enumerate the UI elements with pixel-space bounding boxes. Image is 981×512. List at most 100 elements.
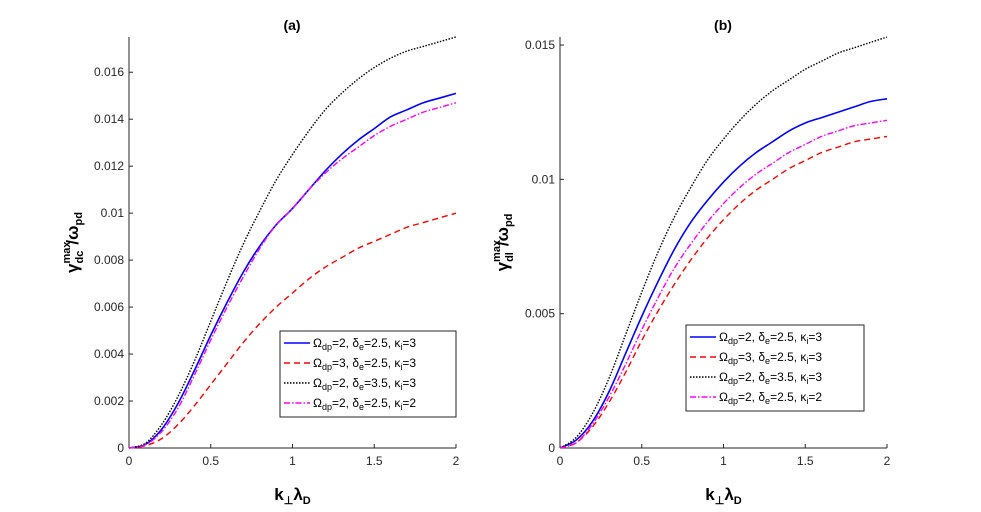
legend-value: =3 (402, 336, 416, 350)
legend-value: =3.5, (364, 376, 394, 390)
x-axis-label: k⊥λD (274, 485, 311, 507)
legend-subscript: i (806, 336, 808, 346)
series-line-1 (559, 97, 888, 449)
legend-value: =2, (738, 370, 758, 384)
y-tick-label: 0.002 (94, 394, 124, 408)
y-axis-label-sub2: pd (73, 212, 85, 225)
legend-subscript: dp (728, 396, 738, 406)
y-axis-label-rest: /ω (63, 226, 82, 245)
legend-subscript: i (400, 382, 402, 392)
chart-title: (a) (283, 17, 300, 33)
legend-symbol: Ω (719, 370, 728, 384)
legend-subscript: i (400, 402, 402, 412)
y-tick-label: 0.006 (94, 300, 124, 314)
x-tick-label: 1 (720, 454, 727, 468)
legend-subscript: e (765, 376, 770, 386)
legend-value: =2, (332, 376, 352, 390)
legend-value: =3, (332, 356, 352, 370)
x-tick-label: 0 (126, 454, 133, 468)
legend-entry: Ωdp=3, δe=2.5, κi=3 (313, 356, 416, 372)
legend-symbol: δ (352, 396, 359, 410)
y-axis-label-sub2: pd (503, 214, 515, 227)
legend-entry: Ωdp=3, δe=2.5, κi=3 (719, 350, 822, 366)
legend-subscript: i (806, 356, 808, 366)
chart-title: (b) (714, 17, 732, 33)
legend-value: =2 (808, 390, 822, 404)
x-axis-label-rest: λ (293, 485, 303, 504)
y-tick-label: 0 (548, 441, 555, 455)
x-tick-label: 0.5 (202, 454, 219, 468)
legend-value: =2, (738, 330, 758, 344)
legend-symbol: Ω (719, 390, 728, 404)
legend-symbol: κ (394, 376, 401, 390)
x-axis-label-sub2: D (734, 495, 742, 507)
legend-value: =3 (808, 350, 822, 364)
legend-symbol: Ω (719, 330, 728, 344)
series-line-3 (128, 36, 457, 449)
legend-subscript: i (806, 376, 808, 386)
x-axis-label-sub: ⊥ (715, 495, 725, 507)
x-axis-label-sub: ⊥ (284, 495, 294, 507)
y-axis-label-rest: /ω (493, 227, 512, 246)
x-axis-label-rest: λ (724, 485, 734, 504)
legend-value: =3 (402, 376, 416, 390)
y-axis-label-sub: dl (504, 252, 516, 262)
y-axis-label: γmaxdl/ωpd (491, 214, 516, 272)
legend-subscript: e (359, 382, 364, 392)
legend-value: =2.5, (770, 350, 800, 364)
legend-symbol: κ (800, 370, 807, 384)
legend-symbol: δ (758, 370, 765, 384)
series-line-2 (128, 212, 457, 449)
legend-symbol: κ (394, 336, 401, 350)
x-tick-label: 1 (289, 454, 296, 468)
series-line-2 (559, 135, 888, 449)
x-tick-label: 0 (557, 454, 564, 468)
y-axis-label-sup: max (491, 239, 503, 262)
legend-subscript: e (765, 396, 770, 406)
y-tick-label: 0.015 (525, 38, 555, 52)
legend-subscript: dp (322, 382, 332, 392)
y-axis-label-symbol: γ (63, 263, 82, 273)
legend-value: =2.5, (770, 330, 800, 344)
series-line-3 (559, 36, 888, 449)
legend-value: =2.5, (364, 336, 394, 350)
y-tick-label: 0.012 (94, 159, 124, 173)
legend-symbol: δ (352, 336, 359, 350)
legend-symbol: κ (394, 396, 401, 410)
legend-subscript: dp (728, 356, 738, 366)
legend-symbol: κ (800, 390, 807, 404)
legend-subscript: i (806, 396, 808, 406)
legend-value: =3 (402, 356, 416, 370)
x-axis-label: k⊥λD (705, 485, 742, 507)
y-axis-label-sup: max (61, 241, 73, 264)
legend-subscript: dp (728, 336, 738, 346)
legend-symbol: κ (800, 330, 807, 344)
x-tick-label: 1.5 (797, 454, 814, 468)
legend-subscript: i (400, 362, 402, 372)
series-line-1 (128, 92, 457, 449)
x-axis-label-sub2: D (303, 495, 311, 507)
legend-value: =2.5, (770, 390, 800, 404)
legend-value: =2 (402, 396, 416, 410)
legend-entry: Ωdp=2, δe=3.5, κi=3 (719, 370, 822, 386)
legend-symbol: κ (394, 356, 401, 370)
legend-symbol: Ω (313, 356, 322, 370)
legend-symbol: δ (758, 390, 765, 404)
legend-entry: Ωdp=2, δe=2.5, κi=2 (313, 396, 416, 412)
legend-value: =3 (808, 330, 822, 344)
legend-symbol: Ω (719, 350, 728, 364)
legend-symbol: δ (758, 350, 765, 364)
series-line-4 (559, 119, 888, 449)
legend-value: =3 (808, 370, 822, 384)
y-tick-label: 0 (117, 441, 124, 455)
y-tick-label: 0.008 (94, 253, 124, 267)
legend-subscript: dp (322, 342, 332, 352)
chart-panel-a: 0 0.5 1 1.5 2 0 0.002 0.004 0.006 0.008 0.01 0.012 0… (61, 17, 460, 507)
legend-symbol: δ (352, 356, 359, 370)
legend-subscript: i (400, 342, 402, 352)
x-axis-label-main: k (274, 485, 284, 504)
legend-subscript: dp (728, 376, 738, 386)
y-axis-label-symbol: γ (493, 261, 512, 271)
